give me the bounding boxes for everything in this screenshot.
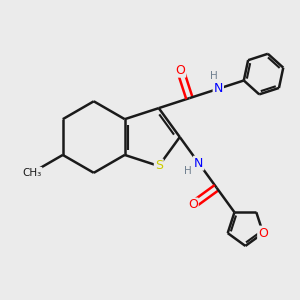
Text: CH₃: CH₃ [22, 168, 42, 178]
Text: O: O [258, 226, 268, 240]
Text: S: S [155, 160, 163, 172]
Text: H: H [210, 71, 218, 81]
Text: H: H [184, 166, 192, 176]
Text: O: O [188, 199, 198, 212]
Text: O: O [175, 64, 185, 77]
Text: N: N [194, 157, 203, 169]
Text: N: N [214, 82, 223, 95]
